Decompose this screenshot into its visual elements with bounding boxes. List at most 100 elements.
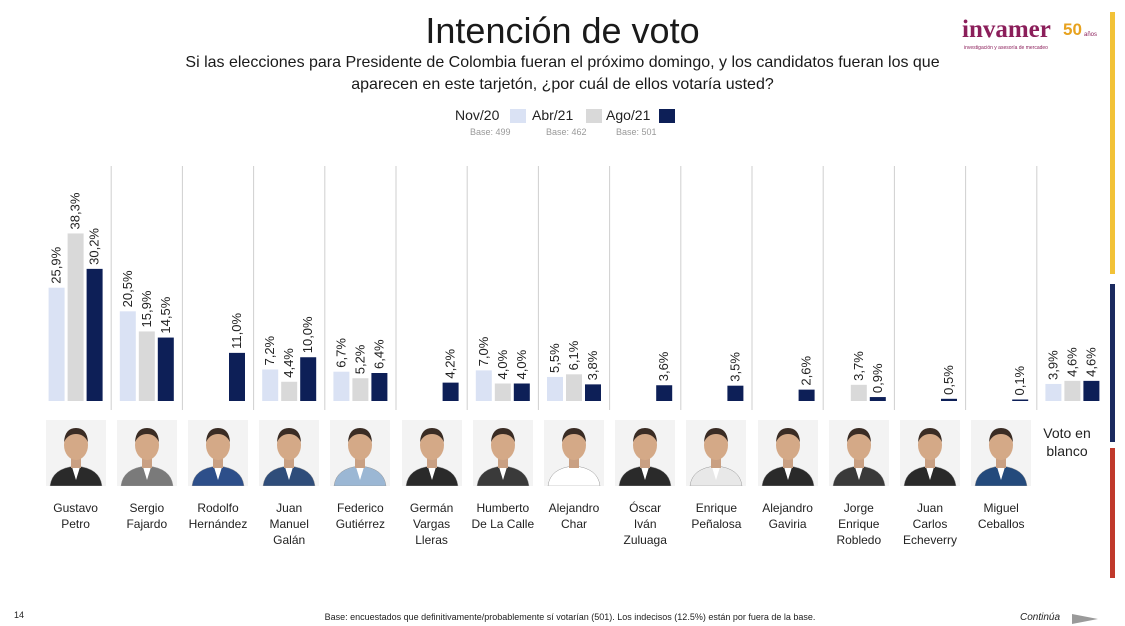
candidate-name-line: De La Calle: [471, 517, 535, 531]
sidebar-accent-red: [1110, 448, 1115, 578]
logo-50: 50: [1063, 20, 1082, 39]
data-label: 4,4%: [281, 348, 296, 378]
data-label: 3,9%: [1045, 350, 1060, 380]
page-number: 14: [14, 610, 25, 620]
candidate-name: Enrique Peñalosa: [681, 500, 751, 532]
continue-arrow-icon[interactable]: [1072, 614, 1098, 624]
bar-Ago21-8: [656, 385, 673, 401]
candidate-name: Miguel Ceballos: [966, 500, 1036, 532]
bar-Ago21-12: [941, 398, 957, 401]
candidate-photo: [259, 420, 320, 487]
legend-item-ago21: Ago/21 Base: 501: [606, 107, 675, 137]
candidate-name-line: Manuel: [269, 517, 309, 531]
bar-Ago21-14: [1083, 380, 1100, 401]
candidate-name: Germán Vargas Lleras: [397, 500, 467, 548]
data-label: 0,1%: [1012, 365, 1027, 395]
candidate-name-line: Peñalosa: [691, 517, 742, 531]
data-label: 6,4%: [371, 339, 386, 369]
candidate-name-line: Gutiérrez: [335, 517, 386, 531]
candidate-name-line: Juan: [276, 501, 303, 515]
data-label: 2,6%: [799, 356, 814, 386]
candidate-name-line: Miguel: [983, 501, 1019, 515]
data-label: 4,2%: [443, 349, 458, 379]
candidate-name-line: Robledo: [836, 533, 882, 547]
bar-Nov20-7: [547, 376, 563, 401]
candidate-name-line: Enrique: [695, 501, 738, 515]
candidate-name-line: Juan: [916, 501, 944, 515]
candidate-photo: [45, 420, 106, 487]
candidate-photo: [686, 420, 747, 487]
data-label: 3,5%: [727, 352, 742, 382]
data-label: 4,0%: [495, 349, 510, 379]
bar-Ago21-4: [371, 373, 388, 401]
candidate-name-line: Galán: [273, 533, 306, 547]
candidate-name-line: Lleras: [415, 533, 448, 547]
data-label: 7,0%: [476, 336, 491, 366]
legend-item-nov20: Nov/20 Base: 499: [455, 107, 526, 137]
bar-Ago21-11: [869, 397, 886, 401]
data-label: 15,9%: [139, 290, 154, 327]
bar-Ago21-0: [86, 268, 103, 401]
candidate-name-line: Iván: [633, 517, 657, 531]
bar-Abr21-3: [281, 381, 298, 401]
sidebar-accent-navy: [1110, 284, 1115, 442]
candidate-photo: [900, 420, 960, 487]
candidate-name-line: Jorge: [843, 501, 874, 515]
bar-Nov20-0: [48, 287, 65, 401]
candidate-name: Alejandro Gaviria: [753, 500, 823, 532]
candidate-name-line: Ceballos: [977, 517, 1025, 531]
bar-Abr21-1: [138, 331, 155, 401]
page-subtitle: Si las elecciones para Presidente de Col…: [185, 54, 940, 93]
legend-label: Abr/21: [532, 107, 574, 123]
candidate-photo: [615, 420, 676, 487]
candidate-name-line: Rodolfo: [197, 501, 239, 515]
candidate-name-line: Echeverry: [902, 533, 958, 547]
bar-Ago21-7: [585, 384, 601, 401]
base-footnote: Base: encuestados que definitivamente/pr…: [324, 612, 816, 622]
bar-Ago21-10: [798, 389, 815, 401]
logo-years: años: [1084, 32, 1098, 38]
bar-Ago21-6: [513, 383, 530, 401]
chart-legend: Nov/20 Base: 499 Abr/21 Base: 462 Ago/21…: [0, 107, 1125, 143]
data-label: 20,5%: [120, 270, 135, 307]
candidate-photo: [971, 420, 1032, 487]
data-label: 38,3%: [68, 192, 83, 229]
page-title: Intención de voto: [425, 10, 700, 51]
continue-link[interactable]: Continúa: [1020, 612, 1061, 623]
bar-Nov20-4: [333, 371, 350, 401]
candidate-photo: [828, 420, 889, 487]
data-label: 3,8%: [585, 350, 600, 380]
legend-label: Nov/20: [455, 107, 500, 123]
sidebar-accent-yellow: [1110, 12, 1115, 274]
candidate-name-line: Carlos: [912, 517, 948, 531]
candidate-name-line: Alejandro: [762, 501, 813, 515]
vote-intention-chart: 25,9% 38,3% 30,2% 20,5% 15,9% 14,5% 11,0% 7,2% 4…: [48, 166, 1100, 410]
data-label: 5,2%: [352, 344, 367, 374]
data-label: 11,0%: [229, 313, 244, 349]
candidate-name: Juan Manuel Galán: [254, 500, 324, 548]
candidate-name: Rodolfo Hernández: [183, 500, 253, 532]
legend-base: Base: 501: [616, 127, 657, 137]
candidate-name: Jorge Enrique Robledo: [824, 500, 894, 548]
bar-Ago21-3: [300, 357, 317, 401]
candidate-photo: [330, 420, 391, 487]
candidate-name-line: Fajardo: [126, 517, 168, 531]
candidate-photo: [472, 420, 533, 487]
logo-wordmark: invamer: [962, 16, 1051, 43]
data-label: 25,9%: [49, 246, 64, 283]
data-label: 30,2%: [87, 228, 102, 265]
bar-Abr21-7: [566, 374, 582, 401]
data-label: 0,5%: [941, 365, 956, 395]
candidate-name-line: Federico: [337, 501, 384, 515]
candidate-name-line: Óscar: [629, 501, 662, 515]
bar-Ago21-13: [1012, 399, 1029, 401]
candidate-name-line: Gustavo: [53, 501, 98, 515]
candidate-name-line: Zuluaga: [623, 533, 667, 547]
legend-swatch: [586, 109, 602, 123]
bar-Abr21-11: [850, 384, 867, 401]
candidate-name: Alejandro Char: [539, 500, 609, 532]
candidate-name: Gustavo Petro: [41, 500, 111, 532]
blank-vote-label: Voto en blanco: [1032, 424, 1102, 460]
candidate-photo: [188, 420, 248, 487]
data-label: 14,5%: [158, 296, 173, 333]
